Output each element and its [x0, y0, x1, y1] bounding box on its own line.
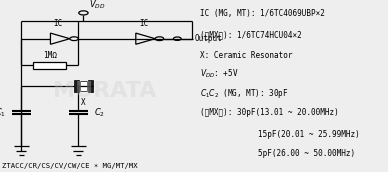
Text: IC: IC	[54, 19, 63, 28]
Bar	[88, 79, 93, 93]
Bar	[80, 81, 87, 91]
Text: $C_1C_2$ (MG, MT): 30pF: $C_1C_2$ (MG, MT): 30pF	[200, 87, 288, 100]
Text: (　MX　): 30pF(13.01 ~ 20.00MHz): ( MX ): 30pF(13.01 ~ 20.00MHz)	[200, 108, 339, 117]
Text: (　MX　): 1/6TC74HCU04×2: ( MX ): 1/6TC74HCU04×2	[200, 30, 301, 39]
Text: 1MΩ: 1MΩ	[43, 51, 57, 60]
Text: 15pF(20.01 ~ 25.99MHz): 15pF(20.01 ~ 25.99MHz)	[258, 130, 360, 139]
Text: MURATA: MURATA	[53, 81, 156, 101]
Text: IC (MG, MT): 1/6TC4069UBP×2: IC (MG, MT): 1/6TC4069UBP×2	[200, 9, 325, 18]
Text: 5pF(26.00 ~ 50.00MHz): 5pF(26.00 ~ 50.00MHz)	[258, 149, 355, 158]
Bar	[74, 79, 79, 93]
Text: $C_2$: $C_2$	[94, 106, 105, 119]
Text: IC: IC	[139, 19, 148, 28]
Text: $C_1$: $C_1$	[0, 106, 6, 119]
FancyBboxPatch shape	[33, 62, 66, 69]
Text: $V_{DD}$: $V_{DD}$	[89, 0, 106, 11]
Text: $V_{DD}$: +5V: $V_{DD}$: +5V	[200, 68, 238, 80]
Text: X: Ceramic Resonator: X: Ceramic Resonator	[200, 51, 292, 60]
Text: X: X	[81, 98, 86, 108]
Text: Output: Output	[195, 34, 223, 43]
Text: ZTACC/CR/CS/CV/CW/CE ∗ MG/MT/MX: ZTACC/CR/CS/CV/CW/CE ∗ MG/MT/MX	[2, 163, 138, 169]
